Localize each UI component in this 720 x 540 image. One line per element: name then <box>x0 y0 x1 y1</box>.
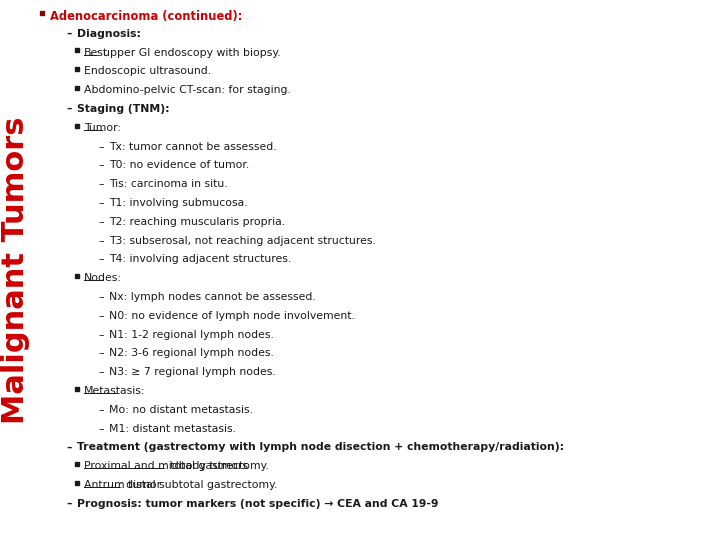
Text: –: – <box>98 160 104 171</box>
Text: Mo: no distant metastasis.: Mo: no distant metastasis. <box>109 405 253 415</box>
Text: Adenocarcinoma (continued):: Adenocarcinoma (continued): <box>50 10 243 23</box>
Text: Metastasis:: Metastasis: <box>84 386 145 396</box>
Text: Prognosis: tumor markers (not specific) → CEA and CA 19-9: Prognosis: tumor markers (not specific) … <box>77 499 438 509</box>
Text: Nodes:: Nodes: <box>84 273 122 283</box>
Text: Tumor:: Tumor: <box>84 123 121 133</box>
Text: : upper GI endoscopy with biopsy.: : upper GI endoscopy with biopsy. <box>96 48 280 58</box>
Text: Best: Best <box>84 48 108 58</box>
Text: –: – <box>98 235 104 246</box>
Text: –: – <box>98 217 104 227</box>
Text: –: – <box>66 104 71 114</box>
Text: N2: 3-6 regional lymph nodes.: N2: 3-6 regional lymph nodes. <box>109 348 274 359</box>
Text: –: – <box>98 423 104 434</box>
Text: : distal subtotal gastrectomy.: : distal subtotal gastrectomy. <box>119 480 277 490</box>
Text: –: – <box>98 311 104 321</box>
Text: Diagnosis:: Diagnosis: <box>77 29 141 39</box>
Text: –: – <box>66 499 71 509</box>
Text: Tx: tumor cannot be assessed.: Tx: tumor cannot be assessed. <box>109 141 276 152</box>
Text: N0: no evidence of lymph node involvement.: N0: no evidence of lymph node involvemen… <box>109 311 355 321</box>
Text: Staging (TNM):: Staging (TNM): <box>77 104 170 114</box>
Text: : total gastrectomy.: : total gastrectomy. <box>163 461 269 471</box>
Text: Endoscopic ultrasound.: Endoscopic ultrasound. <box>84 66 211 76</box>
Text: T4: involving adjacent structures.: T4: involving adjacent structures. <box>109 254 292 265</box>
Text: T1: involving submucosa.: T1: involving submucosa. <box>109 198 248 208</box>
Text: –: – <box>98 348 104 359</box>
Text: –: – <box>98 254 104 265</box>
Text: Malignant Tumors: Malignant Tumors <box>1 116 30 424</box>
Text: –: – <box>98 179 104 189</box>
Text: Tis: carcinoma in situ.: Tis: carcinoma in situ. <box>109 179 228 189</box>
Text: Nx: lymph nodes cannot be assessed.: Nx: lymph nodes cannot be assessed. <box>109 292 316 302</box>
Text: –: – <box>98 141 104 152</box>
Text: –: – <box>98 367 104 377</box>
Text: N1: 1-2 regional lymph nodes.: N1: 1-2 regional lymph nodes. <box>109 329 274 340</box>
Text: T2: reaching muscularis propria.: T2: reaching muscularis propria. <box>109 217 285 227</box>
Text: –: – <box>98 405 104 415</box>
Text: Proximal and midbody tumors: Proximal and midbody tumors <box>84 461 248 471</box>
Text: Abdomino-pelvic CT-scan: for staging.: Abdomino-pelvic CT-scan: for staging. <box>84 85 291 95</box>
Text: –: – <box>98 292 104 302</box>
Text: M1: distant metastasis.: M1: distant metastasis. <box>109 423 236 434</box>
Text: –: – <box>66 29 71 39</box>
Text: T3: subserosal, not reaching adjacent structures.: T3: subserosal, not reaching adjacent st… <box>109 235 376 246</box>
Text: –: – <box>98 198 104 208</box>
Text: Antrum tumor: Antrum tumor <box>84 480 161 490</box>
Text: –: – <box>98 329 104 340</box>
Text: –: – <box>66 442 71 453</box>
Text: T0: no evidence of tumor.: T0: no evidence of tumor. <box>109 160 249 171</box>
Text: N3: ≥ 7 regional lymph nodes.: N3: ≥ 7 regional lymph nodes. <box>109 367 276 377</box>
Text: Treatment (gastrectomy with lymph node disection + chemotherapy/radiation):: Treatment (gastrectomy with lymph node d… <box>77 442 564 453</box>
